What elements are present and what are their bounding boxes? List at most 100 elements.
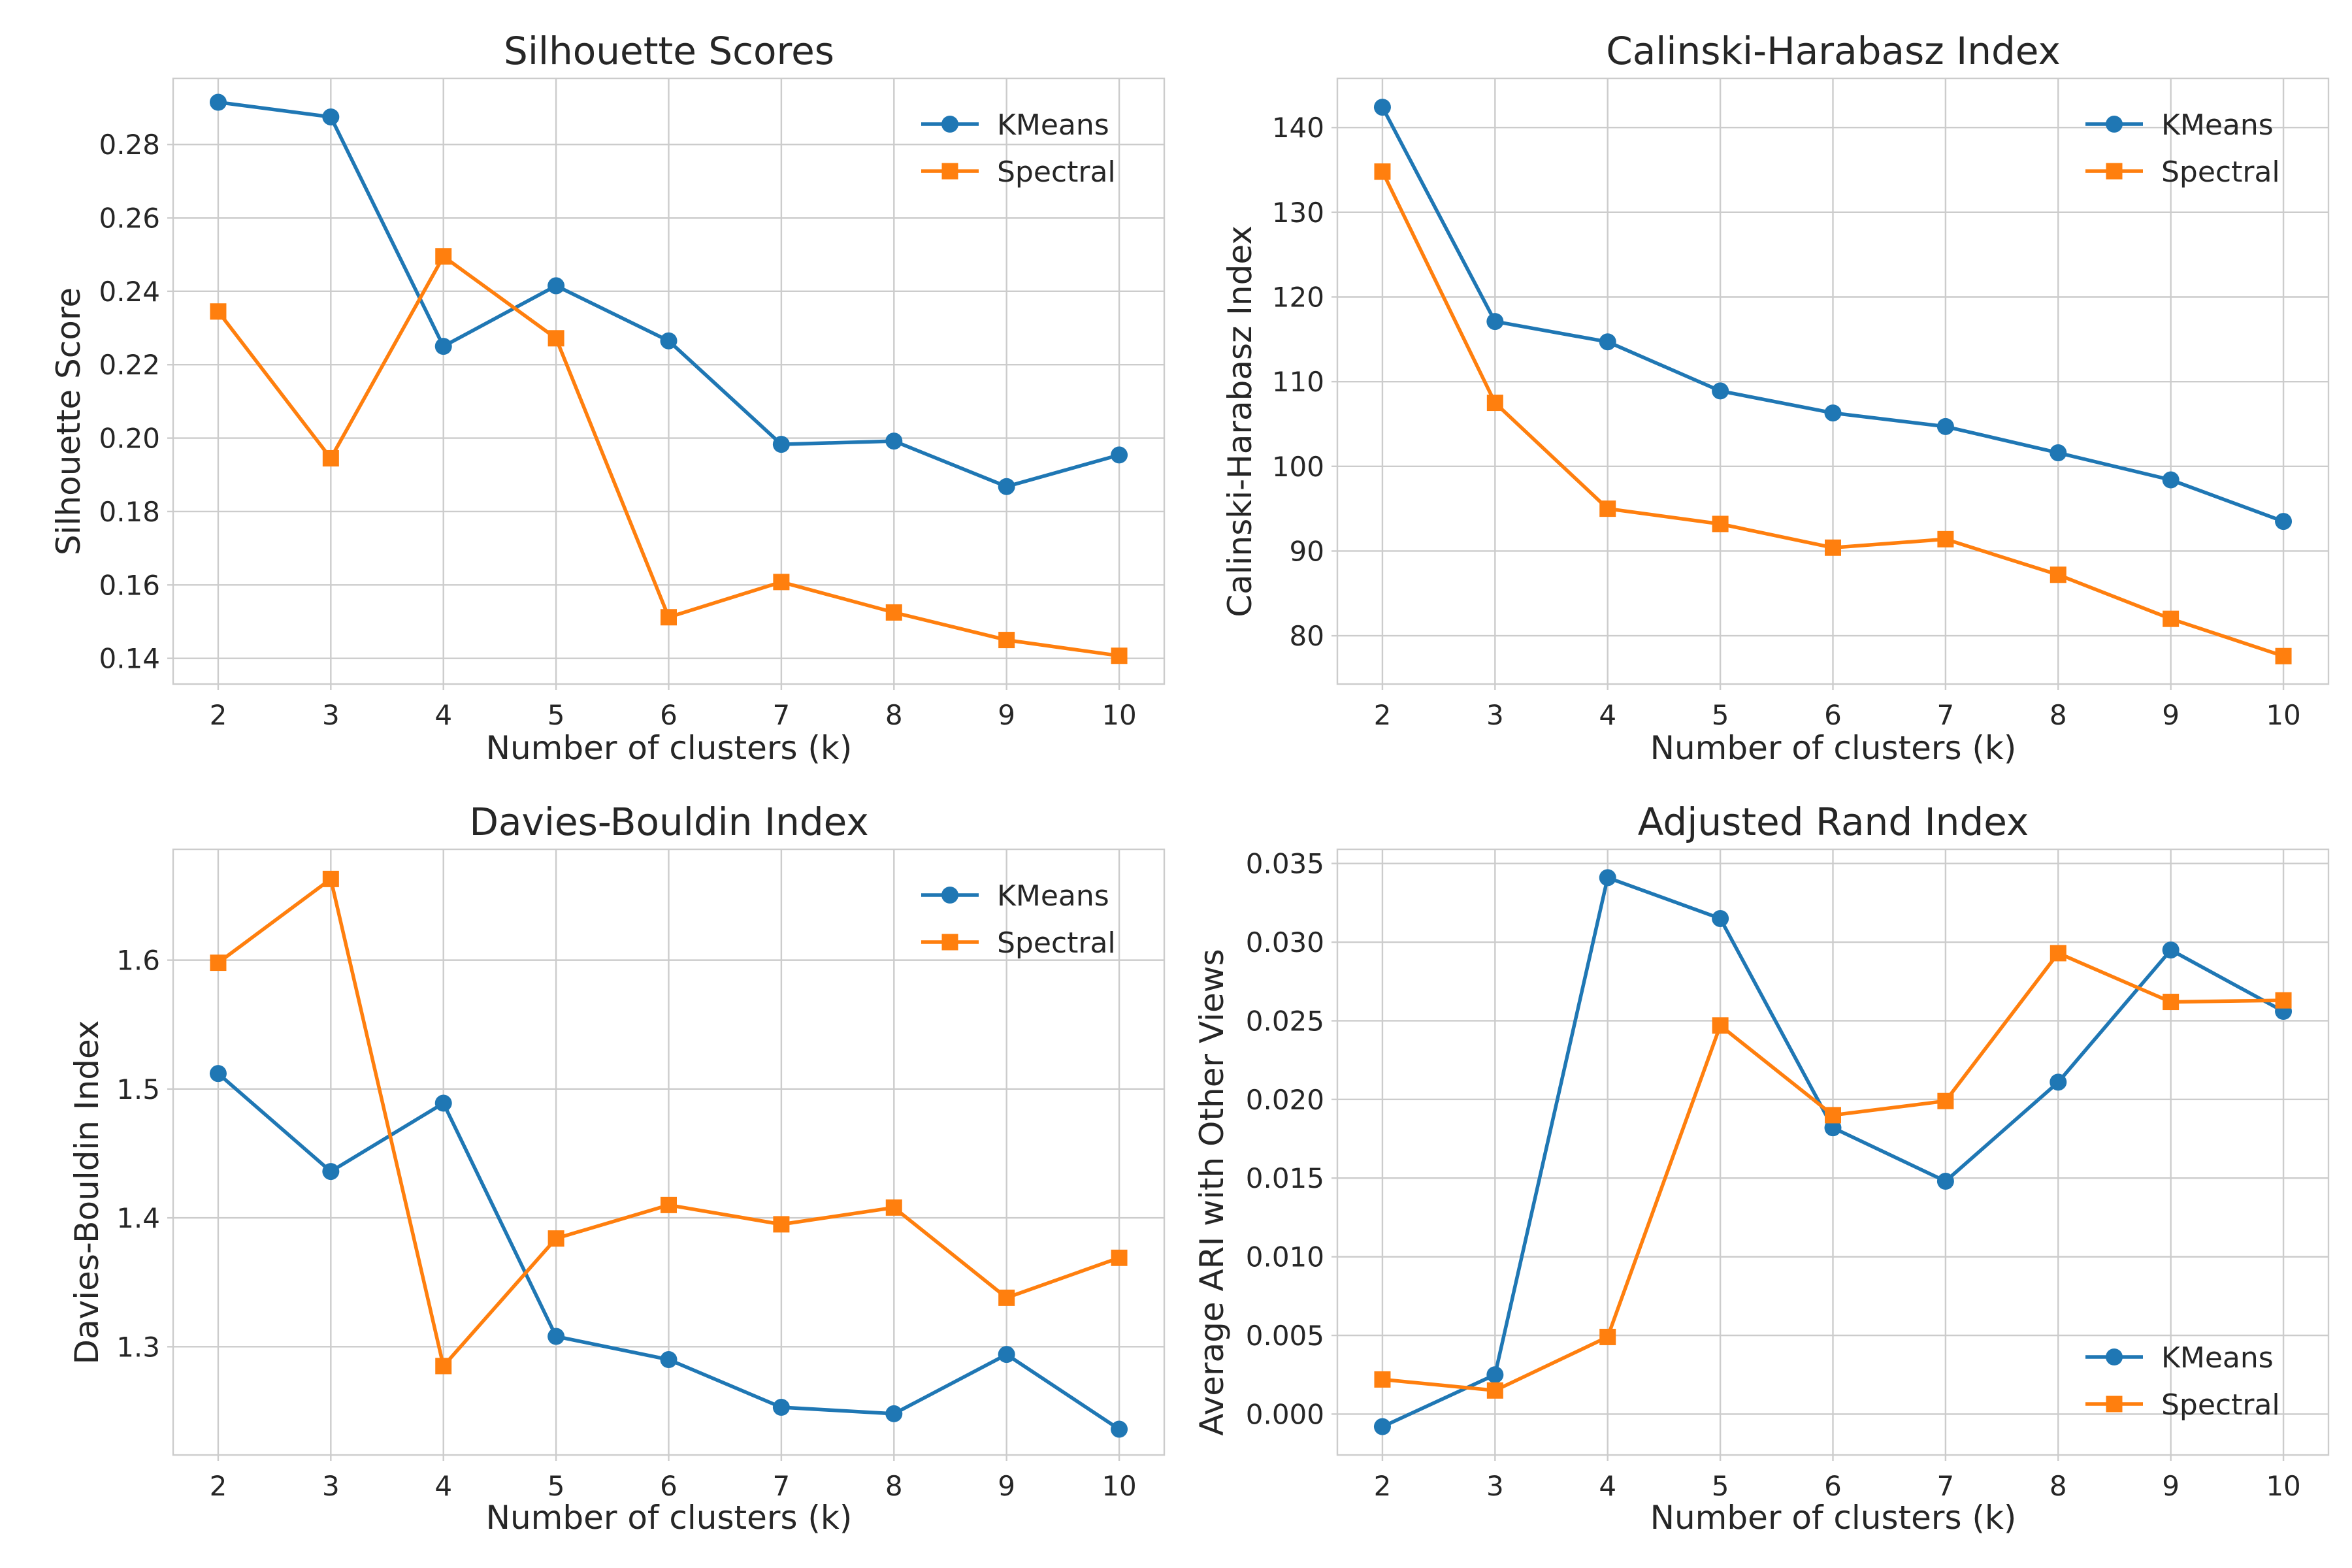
series-spectral <box>210 870 1128 1375</box>
data-point <box>2275 513 2293 531</box>
y-tick-label: 1.4 <box>116 1202 160 1234</box>
x-tick-label: 8 <box>2050 1470 2067 1502</box>
data-point <box>773 1216 790 1233</box>
y-tick-label: 1.3 <box>116 1331 160 1363</box>
y-tick-label: 0.000 <box>1246 1398 1324 1430</box>
data-point <box>2163 610 2180 627</box>
legend-marker <box>2106 1396 2123 1413</box>
data-point <box>547 277 565 295</box>
data-point <box>1111 647 1128 664</box>
calinski-harabasz-chart: Calinski-Harabasz Index Number of cluste… <box>1221 29 2330 767</box>
x-tick-label: 9 <box>998 1470 1015 1502</box>
x-tick-label: 7 <box>773 699 791 731</box>
legend-label: KMeans <box>2161 1341 2274 1375</box>
plot-frame <box>172 848 1166 1456</box>
data-point <box>2162 941 2180 959</box>
series-kmeans <box>209 93 1128 495</box>
legend-label: KMeans <box>2161 108 2274 142</box>
x-tick-label: 10 <box>1102 1470 1136 1502</box>
data-point <box>1486 1382 1503 1399</box>
data-point <box>1712 382 1729 400</box>
x-tick-label: 6 <box>660 1470 678 1502</box>
data-point <box>1712 515 1729 532</box>
x-axis-label: Number of clusters (k) <box>1650 1499 2017 1537</box>
y-tick-label: 80 <box>1290 620 1324 652</box>
data-point <box>547 1328 565 1345</box>
data-point <box>2275 647 2292 664</box>
x-tick-label: 7 <box>773 1470 791 1502</box>
data-point <box>1936 417 1954 435</box>
adjusted-rand-chart: Adjusted Rand Index Number of clusters (… <box>1193 800 2330 1537</box>
legend: KMeans Spectral <box>921 879 1116 960</box>
x-tick-label: 9 <box>998 699 1015 731</box>
y-tick-label: 0.16 <box>99 569 160 601</box>
series-kmeans <box>1373 99 2293 531</box>
legend-label: Spectral <box>2161 155 2280 189</box>
data-point <box>660 332 678 350</box>
plot-frame <box>1336 77 2330 685</box>
y-tick-label: 0.015 <box>1246 1162 1324 1194</box>
data-point <box>322 870 339 887</box>
data-point <box>660 1351 678 1369</box>
y-tick-label: 140 <box>1272 112 1324 144</box>
legend-label: KMeans <box>997 879 1109 913</box>
x-tick-label: 4 <box>434 699 452 731</box>
legend: KMeans Spectral <box>2085 1341 2280 1422</box>
x-axis-label: Number of clusters (k) <box>1650 729 2017 767</box>
y-tick-label: 0.26 <box>99 202 160 234</box>
data-point <box>1486 1366 1504 1384</box>
data-point <box>1373 99 1391 116</box>
y-tick-label: 0.18 <box>99 496 160 528</box>
data-point <box>1486 395 1503 412</box>
x-tick-label: 2 <box>1374 1470 1392 1502</box>
y-tick-label: 0.28 <box>99 129 160 161</box>
grid <box>167 849 1164 1461</box>
data-point <box>547 330 564 347</box>
x-tick-label: 5 <box>547 699 565 731</box>
data-point <box>209 1065 227 1083</box>
data-point <box>2163 994 2180 1011</box>
chart-title: Davies-Bouldin Index <box>469 800 868 844</box>
data-point <box>322 1163 340 1181</box>
data-point <box>1599 333 1616 351</box>
x-tick-label: 9 <box>2162 1470 2180 1502</box>
y-tick-label: 1.5 <box>116 1073 160 1105</box>
y-tick-label: 90 <box>1290 535 1324 567</box>
data-point <box>1374 163 1391 180</box>
data-point <box>1486 313 1504 331</box>
legend-marker <box>2106 116 2123 133</box>
y-tick-label: 120 <box>1272 281 1324 313</box>
y-tick-label: 0.025 <box>1246 1005 1324 1037</box>
x-tick-label: 6 <box>1824 699 1842 731</box>
grid <box>1331 849 2328 1461</box>
series-spectral <box>1374 945 2292 1399</box>
data-point <box>998 632 1015 649</box>
data-point <box>1824 404 1842 422</box>
data-point <box>1111 446 1128 464</box>
data-point <box>209 93 227 111</box>
x-tick-label: 3 <box>322 1470 340 1502</box>
x-tick-label: 5 <box>547 1470 565 1502</box>
legend: KMeans Spectral <box>2085 108 2280 189</box>
x-tick-label: 4 <box>1599 1470 1616 1502</box>
data-point <box>2275 992 2292 1009</box>
data-point <box>210 303 227 320</box>
series-kmeans <box>1373 869 2293 1435</box>
legend-label: Spectral <box>997 926 1116 960</box>
data-point <box>2050 566 2066 583</box>
data-point <box>661 1196 677 1213</box>
data-point <box>1599 1328 1616 1345</box>
y-tick-label: 0.035 <box>1246 848 1324 880</box>
data-point <box>547 1230 564 1247</box>
x-tick-label: 8 <box>885 699 903 731</box>
y-tick-label: 130 <box>1272 197 1324 229</box>
x-tick-label: 10 <box>2266 1470 2300 1502</box>
legend-marker <box>941 163 958 180</box>
legend-marker <box>2106 163 2123 180</box>
data-point <box>1712 909 1729 927</box>
y-tick-label: 0.010 <box>1246 1241 1324 1273</box>
x-tick-label: 7 <box>1937 1470 1955 1502</box>
data-point <box>1824 1119 1842 1137</box>
x-tick-label: 3 <box>1486 699 1504 731</box>
data-point <box>772 1399 790 1416</box>
